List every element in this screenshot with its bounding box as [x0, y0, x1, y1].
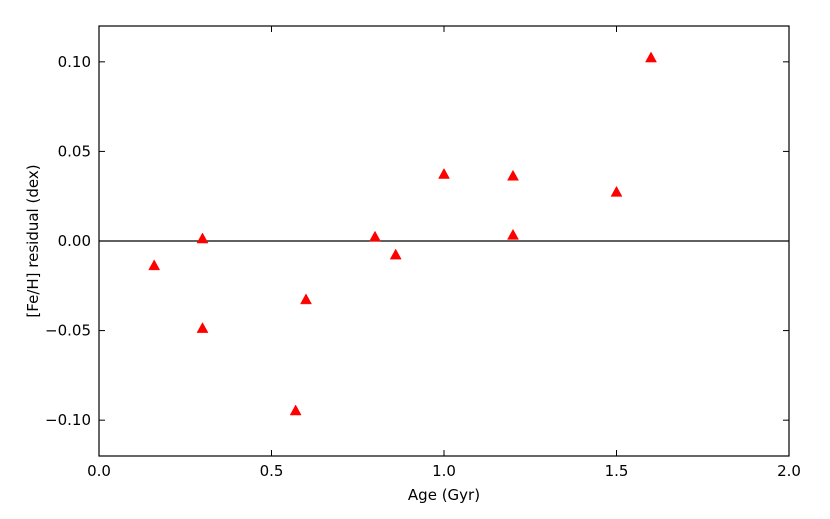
data-point	[196, 232, 209, 244]
y-tick-label: 0.00	[58, 232, 91, 250]
plot-layer	[99, 51, 789, 416]
data-point	[389, 248, 402, 260]
x-tick-label: 0.0	[87, 462, 111, 480]
data-point	[438, 167, 450, 179]
data-point	[196, 322, 209, 333]
data-point	[289, 404, 302, 416]
ticks-layer: 0.0 0.5 1.0 1.5 2.0 −0.10 −0.05 0.00 0.05 0.10	[45, 26, 801, 480]
x-axis-label: Age (Gyr)	[408, 486, 480, 504]
x-tick-label: 1.0	[432, 462, 456, 480]
y-tick-label: 0.10	[58, 53, 91, 71]
x-tick-label: 1.5	[605, 462, 629, 480]
y-tick-label: −0.05	[45, 322, 91, 340]
y-axis-label: [Fe/H] residual (dex)	[24, 164, 42, 317]
data-point	[645, 51, 657, 63]
data-point	[300, 293, 312, 305]
data-point	[610, 185, 623, 197]
y-tick-label: 0.05	[58, 142, 91, 160]
x-tick-label: 0.5	[260, 462, 284, 480]
y-tick-label: −0.10	[45, 411, 91, 429]
data-point	[369, 230, 381, 242]
data-point	[507, 228, 519, 240]
data-point	[507, 169, 519, 181]
x-tick-label: 2.0	[777, 462, 801, 480]
data-point	[148, 259, 161, 271]
